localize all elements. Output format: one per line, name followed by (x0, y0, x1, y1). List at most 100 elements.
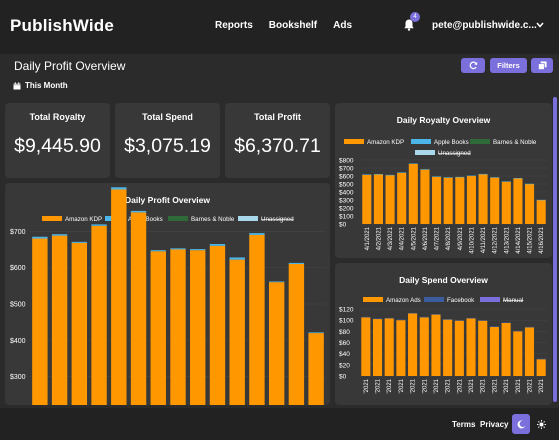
light-mode-button[interactable] (534, 416, 548, 432)
bar (32, 238, 48, 405)
footer (0, 408, 559, 440)
legend-label: Manual (503, 297, 523, 304)
bar (408, 312, 418, 314)
y-tick-label: $200 (339, 206, 354, 213)
kpi-label: Total Royalty (29, 112, 86, 122)
top-bar (0, 0, 559, 54)
nav-reports[interactable]: Reports (215, 20, 253, 31)
bar (397, 172, 407, 173)
kpi-value: $3,075.19 (124, 135, 211, 157)
y-tick-label: $400 (339, 190, 354, 197)
bar (373, 174, 383, 175)
chart-title: Daily Royalty Overview (396, 115, 491, 125)
brand-logo[interactable]: PublishWide (10, 16, 115, 35)
bar (431, 314, 441, 315)
kpi-value: $6,370.71 (234, 135, 321, 157)
x-tick-label: '2021 (469, 378, 475, 393)
spend-chart: Amazon Ads Facebook Manual $120 $100 $80 $60 $4… (339, 297, 547, 394)
legend-swatch (424, 297, 444, 302)
legend-swatch (470, 139, 490, 144)
x-tick-label: '2021 (457, 378, 463, 393)
refresh-button[interactable] (461, 58, 485, 73)
filters-button[interactable]: Filters (490, 58, 527, 73)
bar (525, 183, 535, 185)
nav-bookshelf[interactable]: Bookshelf (268, 20, 318, 31)
x-tick-label: '2021 (422, 378, 428, 393)
bar (536, 358, 546, 360)
bar (478, 173, 488, 175)
y-tick-label: $60 (339, 340, 350, 347)
bar (419, 316, 429, 318)
bar (490, 177, 500, 178)
y-tick-label: $100 (339, 318, 354, 325)
y-tick-label: $80 (339, 329, 350, 336)
page-scrollbar[interactable] (553, 97, 557, 402)
legend-swatch (42, 216, 62, 221)
bar (372, 319, 383, 376)
dark-mode-button[interactable] (512, 414, 530, 434)
bar (170, 248, 186, 250)
bar (130, 210, 147, 213)
bar (501, 181, 511, 224)
copy-button[interactable] (531, 58, 553, 73)
x-tick-label: '2021 (446, 378, 452, 393)
bar (384, 317, 394, 319)
x-tick-label: 4/2/2021 (376, 226, 382, 250)
legend-label: Apple Books (434, 139, 469, 146)
bar (373, 174, 383, 224)
bar (249, 233, 265, 235)
bar (170, 249, 186, 405)
bar (288, 262, 305, 264)
bar (91, 224, 107, 226)
y-tick-label: $0 (339, 374, 347, 381)
sun-icon (536, 419, 546, 429)
x-tick-label: 4/11/2021 (481, 226, 487, 253)
kpi-total-profit: Total Profit $6,370.71 (225, 103, 330, 178)
bar (190, 249, 206, 251)
terms-link[interactable]: Terms (452, 420, 476, 429)
x-tick-label: 4/14/2021 (516, 226, 522, 253)
x-tick-label: '2021 (527, 378, 533, 393)
chart-title: Daily Profit Overview (124, 195, 211, 205)
x-tick-label: '2021 (492, 378, 498, 393)
bar (443, 319, 453, 376)
y-tick-label: $600 (10, 265, 26, 272)
royalty-chart-card: Daily Royalty Overview Amazon KDP Apple B… (335, 103, 552, 258)
x-tick-label: '2021 (481, 378, 487, 393)
bar (443, 319, 453, 320)
x-tick-label: '2021 (364, 378, 370, 393)
bar (443, 177, 453, 224)
x-tick-label: '2021 (387, 378, 393, 393)
x-tick-label: '2021 (539, 378, 545, 393)
bar (501, 322, 511, 376)
privacy-link[interactable]: Privacy (480, 420, 509, 429)
bell-icon[interactable] (404, 19, 414, 31)
nav-ads[interactable]: Ads (333, 20, 353, 31)
x-tick-label: '2021 (376, 378, 382, 393)
royalty-chart: Amazon KDP Apple Books Barnes & Noble Unass… (339, 139, 547, 254)
calendar-icon (13, 81, 21, 89)
bar (362, 174, 372, 224)
bar (268, 282, 285, 405)
bar (478, 320, 488, 321)
y-tick-label: $120 (339, 307, 354, 314)
bar (513, 331, 523, 376)
legend-label: Unassigned (438, 150, 471, 157)
bar (525, 184, 535, 224)
legend-label: Barnes & Noble (493, 139, 537, 146)
y-tick-label: $700 (339, 166, 354, 173)
date-range[interactable]: This Month (13, 81, 68, 90)
x-tick-label: 4/3/2021 (388, 226, 394, 250)
bar (408, 163, 418, 165)
bar (385, 175, 395, 224)
y-tick-label: $500 (339, 182, 354, 189)
y-tick-label: $300 (10, 374, 26, 381)
kpi-value: $9,445.90 (14, 135, 101, 157)
bar (308, 332, 324, 334)
bar (536, 199, 546, 201)
bar (150, 251, 166, 405)
bar (91, 225, 107, 405)
bar (524, 327, 535, 376)
user-menu[interactable]: pete@publishwide.c... (432, 20, 537, 31)
chevron-down-icon[interactable] (536, 22, 544, 28)
